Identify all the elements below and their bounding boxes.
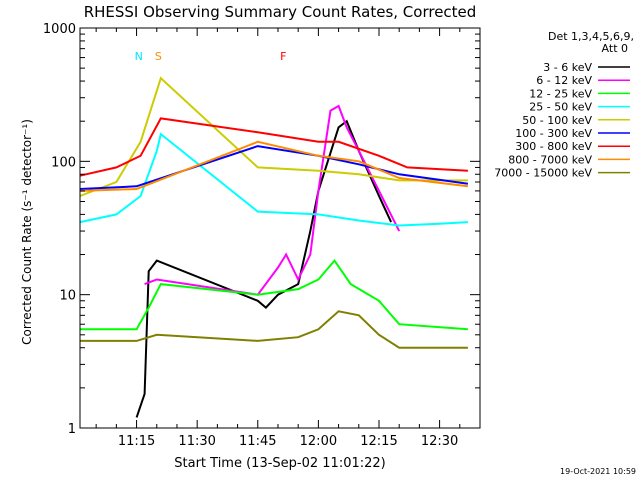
flag-label: N: [135, 50, 143, 63]
timestamp: 19-Oct-2021 10:59: [560, 467, 636, 476]
series-line: [79, 132, 468, 227]
series-layer: [79, 76, 469, 418]
flag-label: S: [155, 50, 162, 63]
series-line: [79, 140, 469, 192]
legend-label: 6 - 12 keV: [536, 74, 592, 87]
x-tick-label: 11:15: [118, 434, 155, 449]
legend-header-line-1: Det 1,3,4,5,6,9,: [548, 30, 634, 43]
x-tick-label: 11:45: [239, 434, 276, 449]
y-tick-label: 100: [51, 155, 76, 170]
chart-title: RHESSI Observing Summary Count Rates, Co…: [84, 3, 477, 21]
y-axis-label: Corrected Count Rate (s⁻¹ detector⁻¹): [20, 119, 34, 345]
x-tick-label: 12:00: [300, 434, 337, 449]
x-tick-label: 11:30: [178, 434, 215, 449]
x-axis-label: Start Time (13-Sep-02 11:01:22): [174, 456, 385, 471]
series-line: [144, 104, 401, 296]
series-line: [79, 117, 468, 177]
y-tick-label: 1000: [43, 22, 76, 37]
series-line: [135, 119, 393, 418]
y-axis: 1 10 100 1000: [43, 22, 480, 437]
x-tick-label: 12:15: [360, 434, 397, 449]
legend-header-line-2: Att 0: [602, 42, 628, 55]
legend-label: 7000 - 15000 keV: [494, 167, 592, 180]
legend-label: 25 - 50 keV: [529, 101, 592, 114]
legend-label: 50 - 100 keV: [522, 114, 592, 127]
legend-label: 100 - 300 keV: [515, 127, 592, 140]
x-axis: 11:15 11:30 11:45 12:00 12:15 12:30: [95, 28, 481, 449]
plot-frame: [79, 27, 481, 429]
y-tick-label: 1: [68, 422, 76, 437]
legend-label: 800 - 7000 keV: [508, 153, 592, 166]
legend-label: 12 - 25 keV: [529, 87, 592, 100]
series-line: [79, 76, 468, 197]
series-line: [80, 310, 468, 349]
y-tick-label: 10: [59, 289, 76, 304]
x-tick-label: 12:30: [421, 434, 458, 449]
series-line: [80, 258, 468, 331]
legend-label: 300 - 800 keV: [515, 140, 592, 153]
legend-label: 3 - 6 keV: [543, 61, 592, 74]
flag-label: F: [280, 50, 286, 63]
